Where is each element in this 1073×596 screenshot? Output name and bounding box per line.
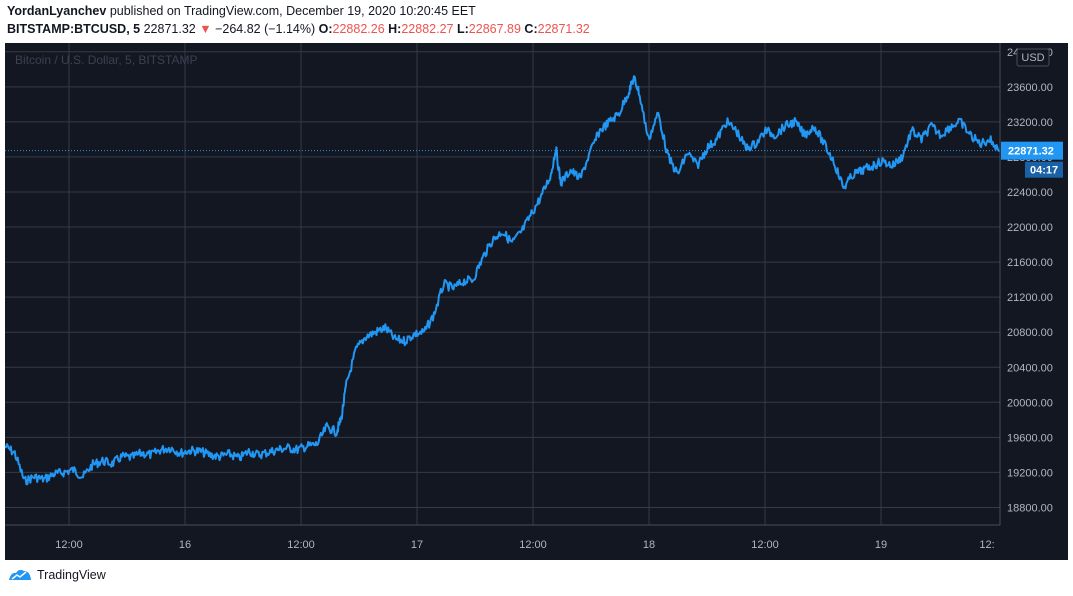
open-value: 22882.26 xyxy=(332,22,385,36)
high-label: H: xyxy=(388,22,402,36)
y-tick-label: 21200.00 xyxy=(1007,292,1053,304)
publish-info: YordanLyanchev published on TradingView.… xyxy=(7,4,476,18)
y-tick-label: 20000.00 xyxy=(1007,397,1053,409)
chart-watermark: Bitcoin / U.S. Dollar, 5, BITSTAMP xyxy=(15,53,198,67)
price-label-box xyxy=(1001,141,1063,160)
currency-label: USD xyxy=(1021,52,1044,64)
low-label: L: xyxy=(456,22,469,36)
ohlc-legend: BITSTAMP:BTCUSD, 5 22871.32 ▼ −264.82 (−… xyxy=(7,22,590,36)
x-tick-label: 12:00 xyxy=(55,539,83,551)
x-tick-label: 12:00 xyxy=(519,539,547,551)
down-arrow-icon: ▼ xyxy=(199,22,212,36)
published-text: published on TradingView.com, December 1… xyxy=(109,4,476,18)
author-name[interactable]: YordanLyanchev xyxy=(7,4,107,18)
x-tick-label: 16 xyxy=(179,539,191,551)
close-label: C: xyxy=(524,22,538,36)
price-change: −264.82 (−1.14%) xyxy=(215,22,316,36)
x-tick-label: 12: xyxy=(979,539,994,551)
tradingview-brand: TradingView xyxy=(37,568,106,582)
y-tick-label: 19200.00 xyxy=(1007,467,1053,479)
price-line xyxy=(5,75,1000,486)
price-label: 22871.32 xyxy=(1008,146,1054,158)
countdown-label: 04:17 xyxy=(1030,165,1058,177)
y-tick-label: 18800.00 xyxy=(1007,502,1053,514)
price-series[interactable] xyxy=(5,75,1000,486)
y-tick-label: 20400.00 xyxy=(1007,362,1053,374)
open-label: O: xyxy=(318,22,333,36)
chart-grid xyxy=(5,43,1000,525)
y-tick-label: 20800.00 xyxy=(1007,327,1053,339)
countdown-box xyxy=(1025,161,1063,178)
y-tick-label: 23200.00 xyxy=(1007,117,1053,129)
price-axis[interactable]: 18800.00 19200.00 19600.00 20000.00 20400.00… xyxy=(999,43,1063,525)
symbol-label[interactable]: BITSTAMP:BTCUSD, 5 xyxy=(7,22,141,36)
y-tick-label: 22000.00 xyxy=(1007,222,1053,234)
high-value: 22882.27 xyxy=(401,22,454,36)
close-value: 22871.32 xyxy=(537,22,590,36)
x-tick-label: 19 xyxy=(875,539,887,551)
y-tick-label: 23600.00 xyxy=(1007,82,1053,94)
footer-branding[interactable]: TradingView xyxy=(8,568,106,582)
price-chart[interactable]: Bitcoin / U.S. Dollar, 5, BITSTAMP 18800… xyxy=(5,43,1068,560)
x-tick-label: 12:00 xyxy=(287,539,315,551)
y-tick-label: 21600.00 xyxy=(1007,257,1053,269)
y-tick-label: 19600.00 xyxy=(1007,432,1053,444)
last-price: 22871.32 xyxy=(143,22,196,36)
x-tick-label: 12:00 xyxy=(751,539,779,551)
x-tick-label: 18 xyxy=(643,539,655,551)
chart-background xyxy=(5,43,1068,560)
x-tick-label: 17 xyxy=(411,539,423,551)
time-axis[interactable]: 12:00 16 12:00 17 12:00 18 12:00 19 12: xyxy=(5,524,1000,551)
currency-box xyxy=(1016,48,1050,67)
tradingview-logo-icon xyxy=(9,569,31,580)
low-value: 22867.89 xyxy=(468,22,521,36)
y-tick-label: 22400.00 xyxy=(1007,187,1053,199)
